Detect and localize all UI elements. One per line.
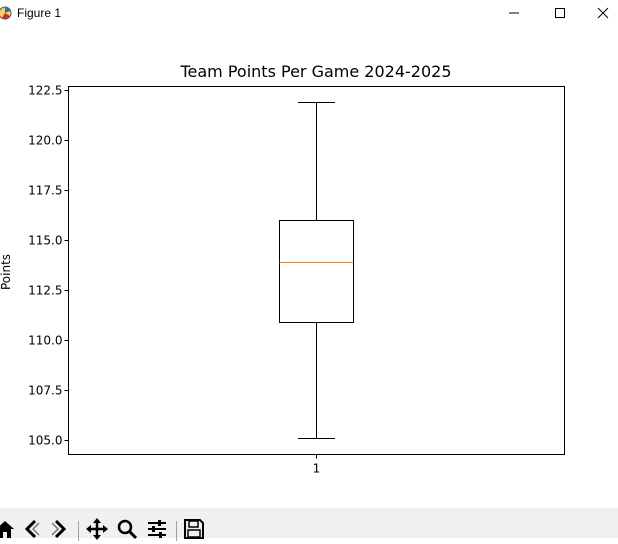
back-button[interactable] xyxy=(21,518,43,540)
box-plot: Team Points Per Game 2024-2025 Points 10… xyxy=(0,62,565,476)
configure-subplots-button[interactable] xyxy=(146,518,168,540)
window-title: Figure 1 xyxy=(17,6,62,20)
y-tick-label: 120.0 xyxy=(28,134,62,148)
box-elements xyxy=(279,102,354,439)
chart-title: Team Points Per Game 2024-2025 xyxy=(179,62,451,81)
matplotlib-app-icon xyxy=(0,6,12,20)
y-tick-label: 112.5 xyxy=(28,284,62,298)
pan-icon xyxy=(86,518,108,540)
x-axis-ticks: 1 xyxy=(313,454,321,476)
maximize-icon xyxy=(555,8,565,18)
close-icon xyxy=(597,7,609,19)
toolbar-separator xyxy=(176,521,177,541)
y-tick-label: 122.5 xyxy=(28,84,62,98)
iqr-box xyxy=(279,220,354,323)
y-tick-label: 117.5 xyxy=(28,184,62,198)
maximize-button[interactable] xyxy=(537,0,583,27)
y-tick-label: 110.0 xyxy=(28,334,62,348)
zoom-icon xyxy=(117,519,138,540)
y-tick-label: 107.5 xyxy=(28,384,62,398)
minimize-icon xyxy=(509,12,519,14)
y-tick-label: 115.0 xyxy=(28,234,62,248)
navigation-toolbar xyxy=(0,508,618,541)
home-icon xyxy=(0,521,14,538)
window-titlebar: Figure 1 xyxy=(0,0,618,27)
home-button[interactable] xyxy=(0,518,16,540)
y-axis-label: Points xyxy=(0,254,13,290)
configure-subplots-icon xyxy=(148,520,166,538)
zoom-button[interactable] xyxy=(116,518,138,540)
back-icon xyxy=(24,519,40,539)
save-button[interactable] xyxy=(183,518,205,540)
save-icon xyxy=(184,519,204,539)
forward-icon xyxy=(51,519,67,539)
close-button[interactable] xyxy=(583,0,618,27)
minimize-button[interactable] xyxy=(491,0,537,27)
y-axis-ticks: 105.0 107.5 110.0 112.5 115.0 117.5 120.0 122.5 xyxy=(28,84,69,448)
pan-button[interactable] xyxy=(86,518,108,540)
x-tick-label: 1 xyxy=(313,462,321,476)
toolbar-separator xyxy=(78,521,79,541)
forward-button[interactable] xyxy=(48,518,70,540)
y-tick-label: 105.0 xyxy=(28,434,62,448)
figure-canvas[interactable]: Team Points Per Game 2024-2025 Points 10… xyxy=(0,27,618,508)
